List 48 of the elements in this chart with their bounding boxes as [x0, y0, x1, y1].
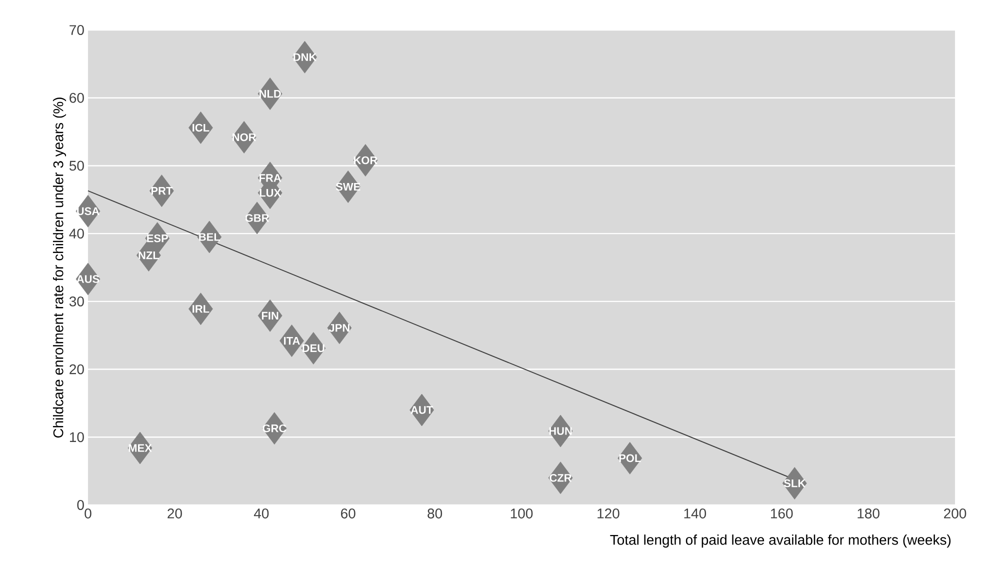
y-tick-label: 0 [77, 500, 84, 510]
x-tick-label: 140 [684, 508, 706, 518]
annotation: SLK [784, 479, 806, 488]
annotation: AUS [76, 275, 100, 283]
x-tick-label: 200 [944, 508, 966, 518]
x-tick-label: 180 [858, 508, 880, 518]
annotation: USA [77, 207, 100, 216]
x-tick-label: 0 [84, 508, 92, 518]
annotation: PRT [151, 187, 173, 195]
annotation: ESP [147, 234, 168, 242]
x-tick-label: 100 [510, 508, 533, 518]
annotation: JPN [328, 324, 350, 332]
annotation: NLD [260, 90, 281, 98]
x-tick-label: 80 [428, 508, 442, 518]
y-tick-label: 20 [70, 364, 84, 374]
x-axis-title: Total length of paid leave available for mothers (weeks) [610, 534, 951, 548]
annotation: CZR [550, 474, 572, 482]
y-axis-title: Childcare enrolment rate for children under 3 years (%) [52, 98, 66, 438]
annotation: AUT [410, 406, 433, 414]
y-tick-label: 50 [69, 160, 84, 171]
x-tick-label: 20 [168, 508, 182, 518]
y-tick-label: 70 [70, 25, 84, 35]
annotation: SWE [336, 182, 360, 191]
x-tick-label: 160 [770, 508, 793, 518]
annotation: BEL [199, 233, 220, 241]
y-tick-label: 30 [69, 296, 84, 306]
annotation: GBR [245, 214, 270, 222]
annotation: LUX [260, 189, 281, 197]
annotation: ITA [284, 337, 300, 345]
y-tick-label: 40 [69, 228, 84, 239]
annotation: HUN [549, 427, 572, 435]
annotation: FRA [260, 174, 282, 182]
annotation: GRC [262, 424, 286, 432]
annotation: DEU [302, 344, 324, 352]
x-tick-label: 120 [598, 508, 620, 518]
annotation: FIN [262, 312, 278, 320]
x-tick-label: 40 [254, 508, 269, 518]
annotation: ICL [192, 124, 210, 132]
annotation: DNK [294, 53, 317, 61]
annotation: POL [619, 454, 641, 462]
annotation: NOR [232, 133, 256, 142]
x-tick-label: 60 [341, 508, 356, 518]
annotation: IRL [192, 305, 210, 313]
y-tick-label: 10 [70, 432, 84, 442]
annotation: MEX [128, 444, 152, 452]
annotation: NZL [138, 252, 160, 260]
y-tick-label: 60 [70, 92, 84, 103]
annotation: KOR [354, 156, 378, 164]
